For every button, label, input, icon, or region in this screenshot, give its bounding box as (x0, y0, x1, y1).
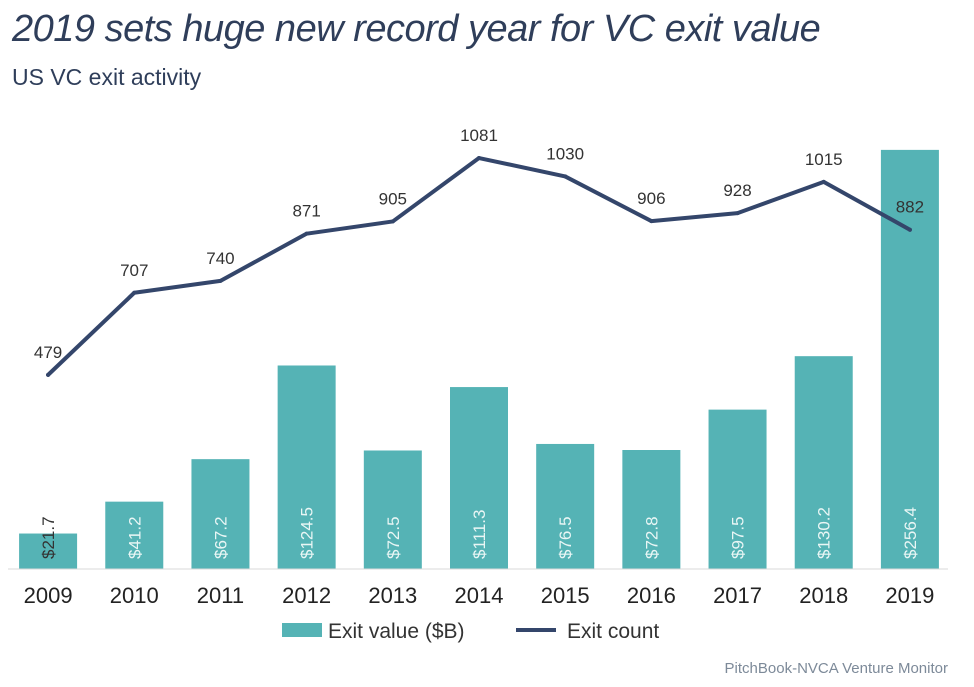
bar-2018 (794, 356, 853, 569)
legend: Exit value ($B) Exit count (282, 620, 659, 643)
x-tick-label: 2012 (282, 583, 331, 608)
line-point-2015 (563, 174, 568, 179)
x-tick-label: 2015 (541, 583, 590, 608)
line-label-group: 479 707 740 871 905 1081 1030 906 928 1015 882 (34, 126, 924, 362)
bar-label-2016: $72.8 (642, 516, 661, 559)
line-point-2016 (649, 219, 654, 224)
bar-label-2012: $124.5 (298, 507, 317, 559)
line-label-2015: 1030 (546, 144, 584, 163)
line-point-2017 (735, 211, 740, 216)
x-tick-label: 2010 (110, 583, 159, 608)
x-tick-group: 2009 2010 2011 2012 2013 2014 2015 2016 2017 2018… (24, 583, 935, 608)
line-point-2012 (304, 231, 309, 236)
line-exit-count (46, 156, 912, 377)
bar-label-2013: $72.5 (384, 516, 403, 559)
line-point-2010 (132, 290, 137, 295)
line-label-2019: 882 (896, 198, 924, 217)
bar-2011 (191, 459, 250, 569)
bar-label-2014: $111.3 (470, 510, 489, 559)
line-point-2009 (46, 372, 51, 377)
bar-2013 (363, 450, 422, 569)
bar-2014 (450, 387, 508, 569)
line-point-2014 (477, 156, 481, 161)
x-tick-label: 2019 (885, 583, 934, 608)
line-label-2016: 906 (637, 189, 665, 208)
line-label-2011: 740 (206, 249, 234, 268)
bar-2015 (536, 443, 595, 569)
line-label-2010: 707 (120, 261, 148, 280)
line-point-2011 (218, 278, 223, 283)
line-point-2013 (390, 219, 395, 224)
x-tick-label: 2011 (197, 583, 244, 608)
bar-2016 (622, 450, 681, 569)
bar-2009 (19, 533, 78, 569)
line-label-2009: 479 (34, 343, 62, 362)
line-label-2014: 1081 (460, 126, 498, 145)
x-tick-label: 2014 (455, 583, 504, 608)
bar-label-2018: $130.2 (815, 507, 834, 559)
bar-label-2017: $97.5 (729, 516, 748, 559)
x-tick-label: 2009 (24, 583, 73, 608)
line-label-2013: 905 (379, 189, 407, 208)
source-note: PitchBook-NVCA Venture Monitor (724, 660, 948, 677)
x-tick-label: 2013 (368, 583, 417, 608)
bar-2017 (708, 409, 767, 569)
line-label-2012: 871 (292, 202, 320, 221)
line-point-2019 (907, 227, 912, 232)
bar-label-2009: $21.7 (39, 516, 58, 559)
chart-title: 2019 sets huge new record year for VC ex… (12, 8, 821, 50)
line-series-group (46, 156, 912, 377)
bar-2012 (277, 365, 336, 569)
line-label-2017: 928 (723, 181, 751, 200)
legend-label-exit-count: Exit count (567, 620, 659, 643)
line-label-2018: 1015 (805, 150, 843, 169)
legend-swatch-exit-value (282, 623, 322, 637)
bar-2010 (105, 501, 164, 569)
line-point-2018 (821, 179, 826, 184)
legend-label-exit-value: Exit value ($B) (328, 620, 465, 643)
chart-subtitle: US VC exit activity (12, 64, 202, 90)
x-tick-label: 2017 (713, 583, 762, 608)
bar-label-2010: $41.2 (125, 516, 144, 559)
bar-label-2019: $256.4 (901, 507, 920, 559)
x-tick-label: 2018 (799, 583, 848, 608)
bar-series-group (19, 149, 939, 569)
x-tick-label: 2016 (627, 583, 676, 608)
bar-label-2015: $76.5 (556, 516, 575, 559)
bar-label-group: $21.7 $41.2 $67.2 $124.5 $72.5 $111.3 $76.5 $72… (39, 507, 920, 559)
bar-label-2011: $67.2 (211, 516, 230, 559)
